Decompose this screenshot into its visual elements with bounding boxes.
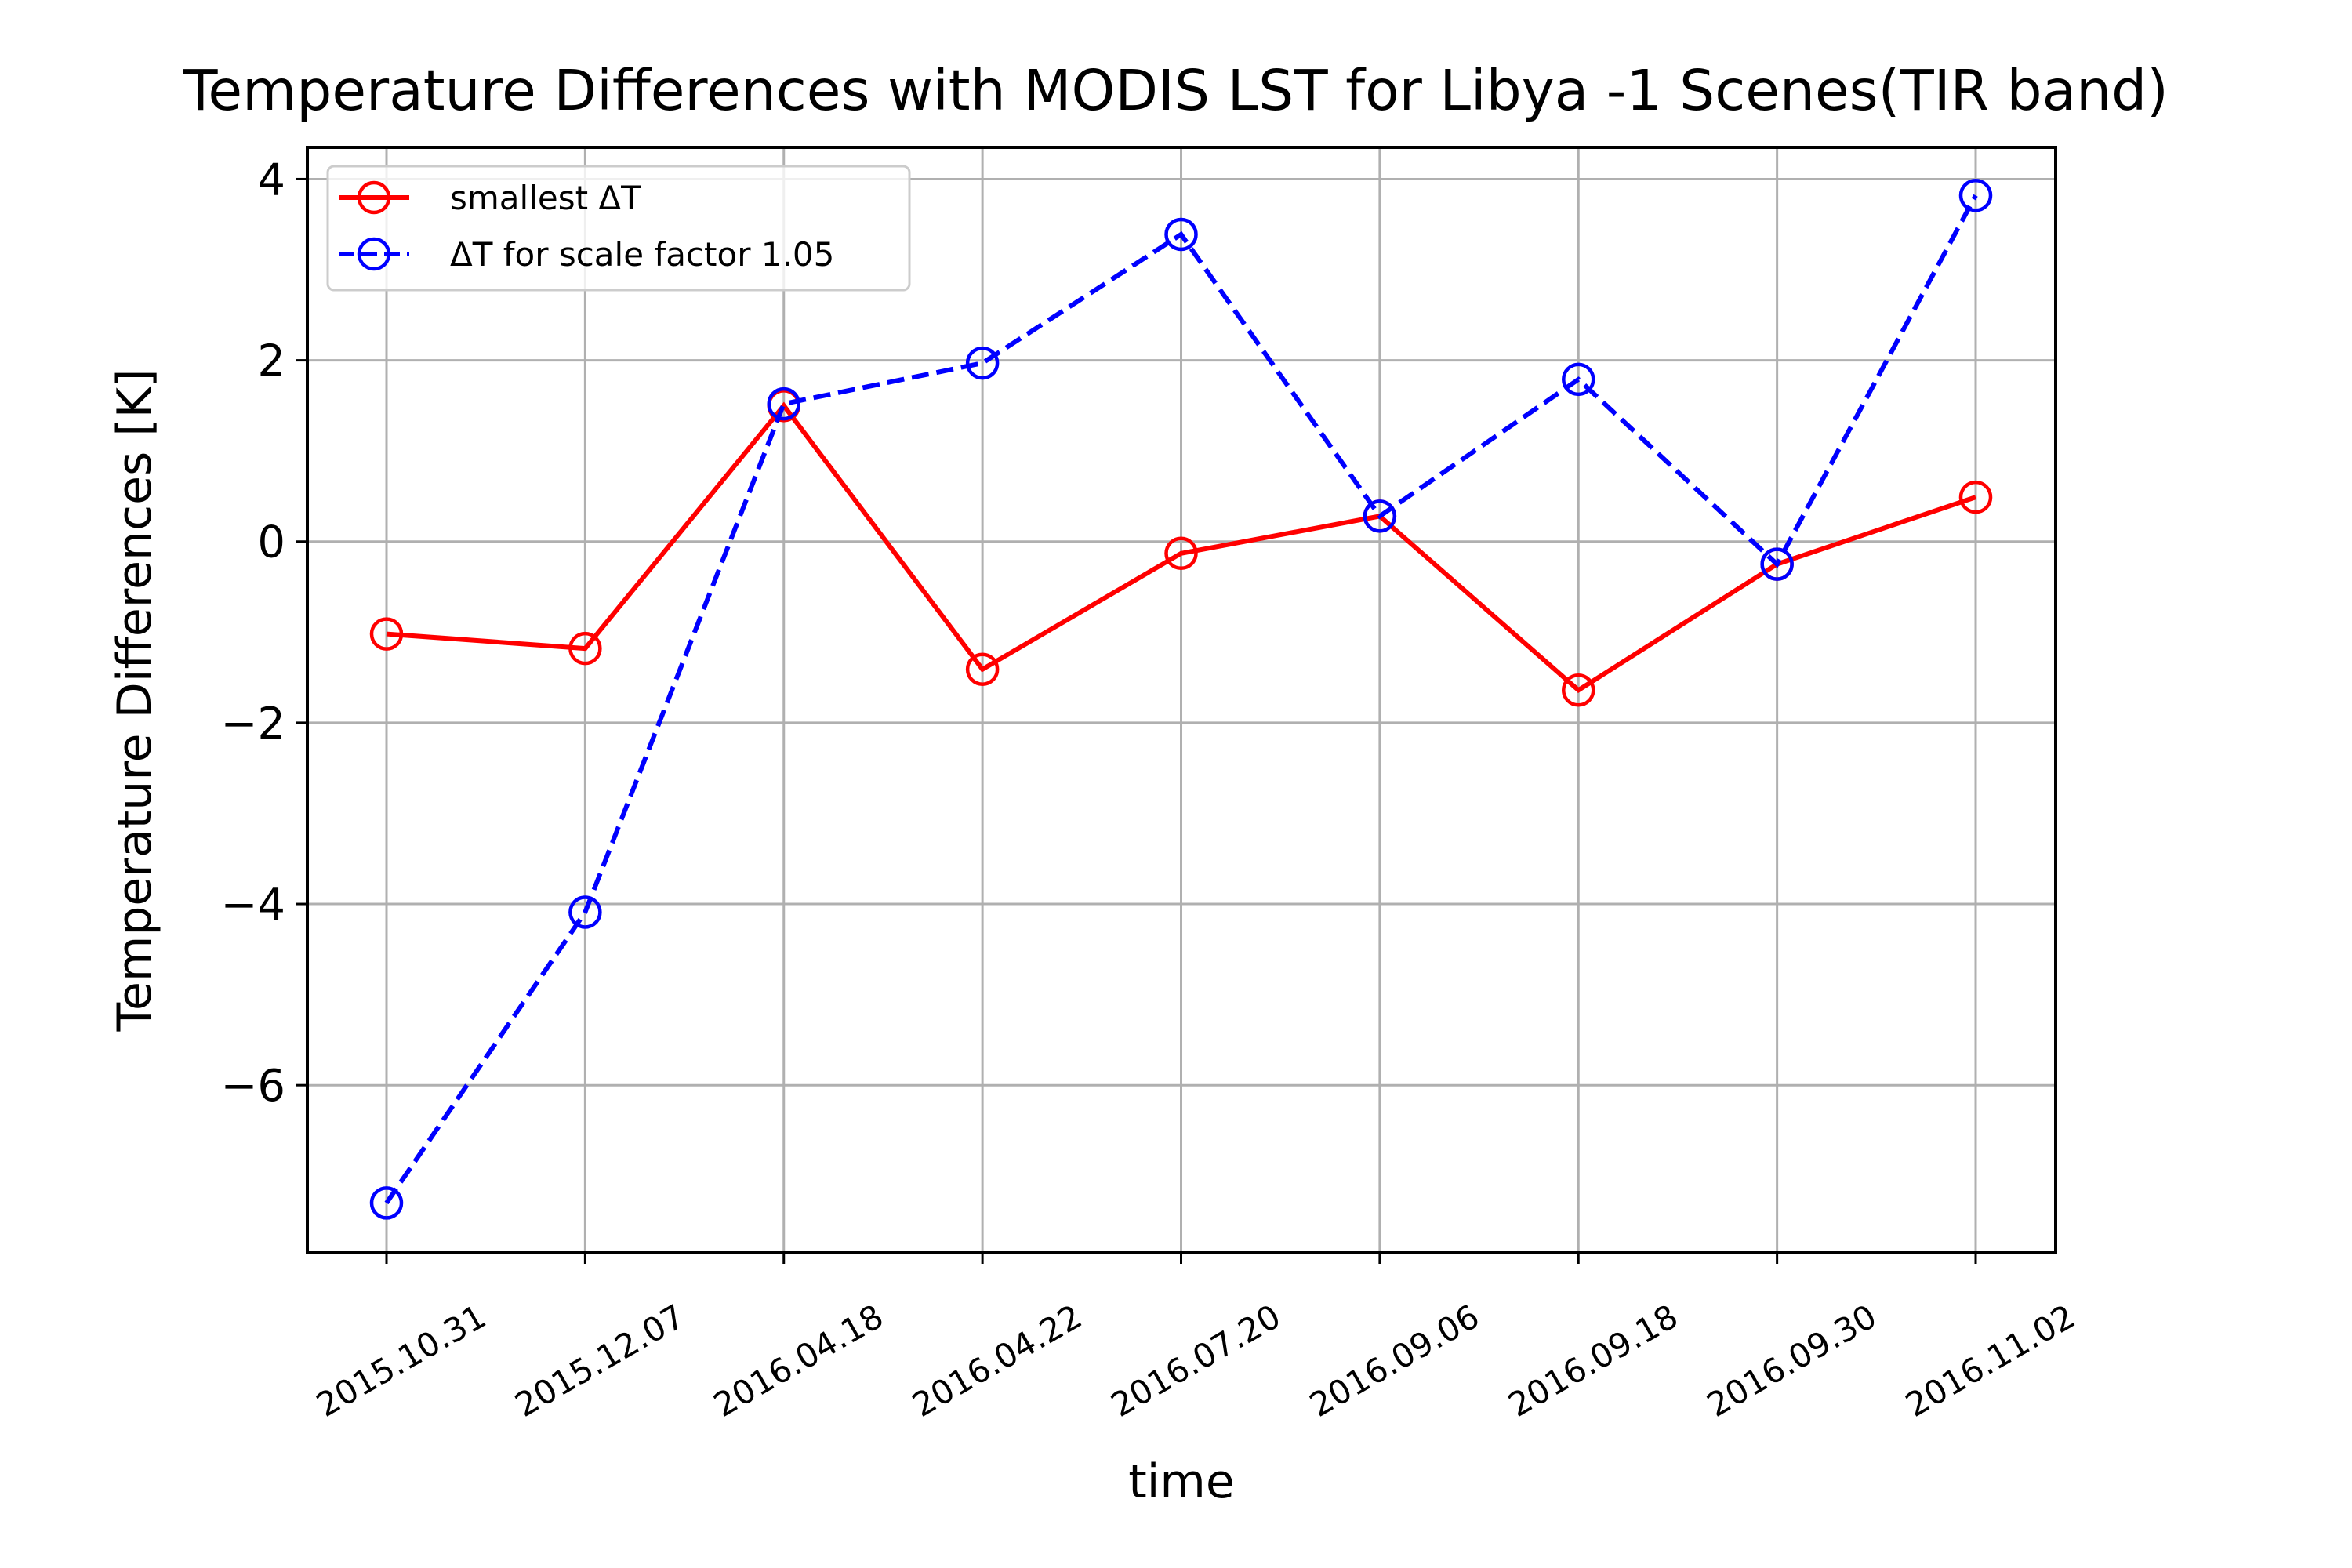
legend-marker-1 (357, 180, 391, 215)
y-tick-label: −4 (220, 880, 285, 931)
x-tick-label: 2015.12.07 (509, 1297, 691, 1425)
series-line-2 (384, 194, 1978, 1205)
series-2-point (965, 346, 1000, 380)
series-1-point (369, 617, 404, 651)
series-1-point (1562, 673, 1595, 707)
series-1-point (568, 631, 602, 666)
series-2-point (1164, 217, 1198, 252)
series-2-point (1363, 499, 1397, 533)
series-1-point (1164, 536, 1198, 571)
legend: smallest ΔT ΔT for scale factor 1.05 (326, 165, 911, 292)
legend-label-2: ΔT for scale factor 1.05 (450, 235, 834, 274)
y-axis-label: Temperature Differences [K] (107, 369, 162, 1033)
legend-box (326, 165, 911, 292)
x-tick-label: 2016.09.18 (1501, 1297, 1684, 1425)
series-1-point (1958, 480, 1993, 514)
plot-frame (306, 146, 2057, 1254)
y-tick-label: 2 (257, 336, 285, 387)
series-2-point (1958, 179, 1993, 212)
series-2-point (1760, 547, 1794, 581)
chart-title: Temperature Differences with MODIS LST f… (183, 58, 2169, 123)
legend-label-1: smallest ΔT (450, 179, 641, 217)
y-tick-label: 0 (257, 517, 285, 568)
x-tick-label: 2016.07.20 (1105, 1297, 1287, 1425)
x-axis: 2015.10.31 2015.12.07 2016.04.18 2016.04.22… (310, 1253, 2082, 1425)
x-tick-label: 2016.09.06 (1303, 1297, 1486, 1425)
y-tick-label: 4 (257, 154, 285, 205)
series-2-point (568, 895, 602, 929)
x-tick-label: 2016.04.22 (906, 1297, 1088, 1425)
series-1-point (965, 652, 1000, 686)
y-tick-label: −2 (220, 699, 285, 750)
legend-marker-2 (357, 237, 391, 271)
series-2-point (767, 387, 800, 421)
grid (307, 147, 2056, 1253)
y-tick-label: −6 (220, 1061, 285, 1112)
x-axis-label: time (1128, 1454, 1235, 1509)
x-tick-label: 2015.10.31 (310, 1297, 492, 1425)
series-2-point (369, 1186, 404, 1220)
series-layer (369, 179, 1993, 1220)
y-axis: −6 −4 −2 0 2 4 (220, 154, 307, 1112)
series-line-1 (386, 401, 1976, 694)
x-tick-label: 2016.09.30 (1700, 1297, 1883, 1425)
series-2-point (1562, 362, 1595, 397)
x-tick-label: 2016.11.02 (1899, 1297, 2082, 1425)
x-tick-label: 2016.04.18 (707, 1297, 890, 1425)
